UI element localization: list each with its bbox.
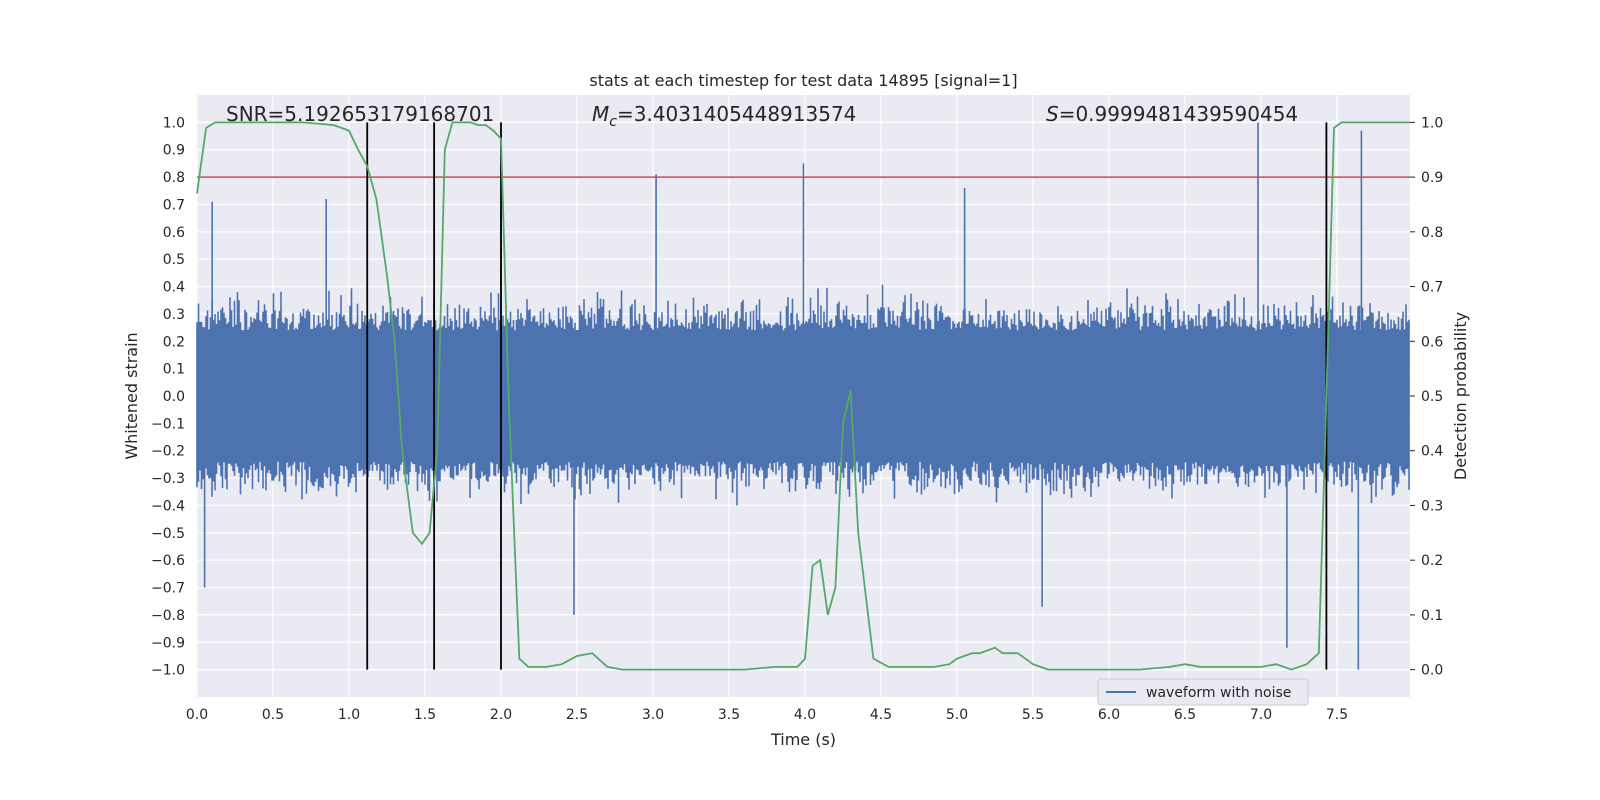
x-tick-label: 4.5 xyxy=(870,707,892,723)
y2-tick-label: 0.4 xyxy=(1421,444,1443,460)
y-tick-label: 0.3 xyxy=(163,307,185,323)
x-tick-label: 3.0 xyxy=(642,707,664,723)
y-tick-label: −0.6 xyxy=(151,553,185,569)
y-tick-label: 0.5 xyxy=(163,252,185,268)
y2-tick-label: 0.7 xyxy=(1421,280,1443,296)
y2-axis-label: Detection probability xyxy=(1451,312,1470,480)
chirp-mass-annotation: Mc=3.4031405448913574 xyxy=(592,102,856,130)
s-value: =0.9999481439590454 xyxy=(1059,102,1298,126)
y-tick-label: 0.8 xyxy=(163,170,185,186)
y-tick-label: 0.9 xyxy=(163,143,185,159)
waveform-line xyxy=(196,122,1410,670)
y-tick-label: 0.0 xyxy=(163,389,185,405)
legend: waveform with noise xyxy=(1097,678,1309,706)
y-tick-label: −0.3 xyxy=(151,471,185,487)
x-tick-label: 7.5 xyxy=(1326,707,1348,723)
y-tick-label: 0.4 xyxy=(163,280,185,296)
score-annotation: S=0.9999481439590454 xyxy=(1046,102,1298,126)
x-tick-label: 6.5 xyxy=(1174,707,1196,723)
y-tick-label: −0.2 xyxy=(151,444,185,460)
y-tick-label: −0.4 xyxy=(151,498,185,514)
y-tick-label: −0.7 xyxy=(151,581,185,597)
y-tick-label: −0.1 xyxy=(151,416,185,432)
y2-tick-label: 0.2 xyxy=(1421,553,1443,569)
y2-tick-label: 0.5 xyxy=(1421,389,1443,405)
y2-tick-label: 0.9 xyxy=(1421,170,1443,186)
y2-axis-ticks: 0.0 0.1 0.2 0.3 0.4 0.5 0.6 0.7 0.8 0.9 1.0 xyxy=(1410,115,1443,679)
probability-line xyxy=(196,121,1410,671)
y2-tick-label: 1.0 xyxy=(1421,115,1443,131)
y-tick-label: −1.0 xyxy=(151,663,185,679)
x-tick-label: 0.0 xyxy=(186,707,208,723)
legend-label: waveform with noise xyxy=(1146,685,1291,701)
x-tick-label: 7.0 xyxy=(1250,707,1272,723)
y-axis-ticks: −1.0 −0.9 −0.8 −0.7 −0.6 −0.5 −0.4 −0.3 −0.2 −0.1… xyxy=(151,115,185,678)
y-axis-label: Whitened strain xyxy=(122,332,141,459)
x-tick-label: 5.0 xyxy=(946,707,968,723)
x-tick-label: 6.0 xyxy=(1098,707,1120,723)
y2-tick-label: 0.8 xyxy=(1421,225,1443,241)
y-tick-label: −0.9 xyxy=(151,635,185,651)
x-axis-label: Time (s) xyxy=(770,730,836,749)
x-tick-label: 4.0 xyxy=(794,707,816,723)
x-tick-label: 1.5 xyxy=(414,707,436,723)
y-tick-label: 0.1 xyxy=(163,362,185,378)
x-tick-label: 5.5 xyxy=(1022,707,1044,723)
mc-subscript: c xyxy=(609,114,617,130)
legend-box xyxy=(1097,678,1309,706)
x-tick-label: 2.5 xyxy=(566,707,588,723)
probability-series xyxy=(196,121,1410,671)
y-tick-label: −0.8 xyxy=(151,608,185,624)
y2-tick-label: 0.3 xyxy=(1421,498,1443,514)
waveform-series xyxy=(196,122,1410,670)
mc-symbol: M xyxy=(592,102,609,126)
x-axis-ticks: 0.0 0.5 1.0 1.5 2.0 2.5 3.0 3.5 4.0 4.5 5.0 5.5 6.0 6… xyxy=(186,707,1348,723)
y2-tick-label: 0.0 xyxy=(1421,663,1443,679)
y-tick-label: 1.0 xyxy=(163,115,185,131)
x-tick-label: 1.0 xyxy=(338,707,360,723)
x-tick-label: 3.5 xyxy=(718,707,740,723)
x-tick-label: 2.0 xyxy=(490,707,512,723)
mc-value: =3.4031405448913574 xyxy=(617,102,856,126)
y-tick-label: 0.6 xyxy=(163,225,185,241)
x-tick-label: 0.5 xyxy=(262,707,284,723)
y2-tick-label: 0.1 xyxy=(1421,608,1443,624)
snr-annotation: SNR=5.192653179168701 xyxy=(226,102,494,126)
s-symbol: S xyxy=(1046,102,1059,126)
y2-tick-label: 0.6 xyxy=(1421,334,1443,350)
y-tick-label: 0.2 xyxy=(163,334,185,350)
y-tick-label: −0.5 xyxy=(151,526,185,542)
chart-title: stats at each timestep for test data 148… xyxy=(589,71,1017,90)
y-tick-label: 0.7 xyxy=(163,197,185,213)
